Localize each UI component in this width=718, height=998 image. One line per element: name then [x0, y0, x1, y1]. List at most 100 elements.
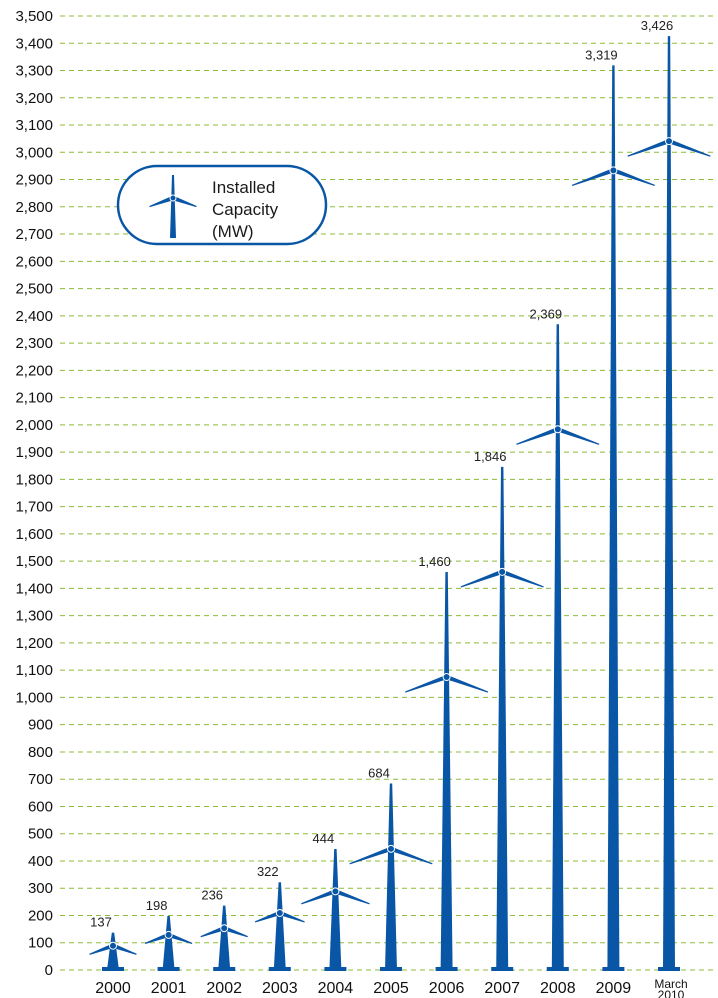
y-tick-label: 2,600 — [15, 253, 53, 270]
x-tick-label: 2009 — [596, 980, 632, 997]
y-tick-label: 3,300 — [15, 63, 53, 80]
turbine-blade — [557, 427, 600, 445]
turbine-blade — [390, 846, 433, 865]
y-tick-label: 1,200 — [15, 635, 53, 652]
turbine-blade — [172, 195, 197, 208]
value-label: 684 — [368, 766, 390, 781]
turbine-hub — [442, 673, 451, 682]
turbine-blade — [112, 943, 137, 955]
turbine-base — [213, 967, 236, 971]
turbine-bar — [349, 783, 433, 971]
turbine-base — [658, 967, 680, 971]
turbine-hub — [665, 137, 673, 146]
y-tick-label: 1,400 — [15, 580, 53, 597]
turbine-tower — [440, 572, 453, 970]
value-label: 236 — [201, 888, 223, 903]
turbine-hub — [553, 425, 562, 434]
turbine-blade — [571, 168, 615, 186]
turbine-blade — [445, 674, 489, 693]
turbine-blade — [349, 846, 392, 865]
turbine-hub — [164, 930, 173, 939]
y-tick-label: 1,800 — [15, 471, 53, 488]
turbine-blade — [501, 569, 544, 588]
y-tick-label: 500 — [28, 826, 53, 843]
value-label: 444 — [313, 831, 335, 846]
legend: Installed Capacity (MW) — [116, 164, 328, 246]
turbine-blade — [301, 889, 337, 905]
turbine-base — [380, 967, 402, 971]
turbine-hub — [220, 924, 229, 933]
y-tick-label: 1,300 — [15, 608, 53, 625]
y-tick-label: 2,000 — [15, 417, 53, 434]
y-tick-label: 3,100 — [15, 117, 53, 134]
turbine-tower — [496, 466, 509, 970]
turbine-hub — [109, 941, 117, 950]
value-label: 198 — [146, 898, 168, 913]
y-tick-label: 700 — [28, 771, 53, 788]
y-tick-label: 2,900 — [15, 172, 53, 189]
turbine-hub — [609, 166, 618, 175]
turbine-blade — [516, 427, 559, 445]
turbine-blade — [254, 910, 281, 923]
turbine-base — [157, 967, 180, 971]
legend-icon-hub — [169, 194, 177, 202]
turbine-tower — [107, 932, 119, 970]
turbine-blade — [149, 195, 174, 208]
turbine-bar — [405, 572, 489, 971]
y-tick-label: 1,600 — [15, 526, 53, 543]
x-axis: 2000 2001 2002 2003 2004 2005 2006 2007 2008 2009… — [95, 977, 687, 998]
y-tick-label: 1,000 — [15, 689, 53, 706]
y-tick-label: 1,900 — [15, 444, 53, 461]
y-tick-label: 0 — [45, 962, 53, 979]
turbine-hub — [387, 844, 395, 853]
turbine-bar — [254, 882, 305, 971]
value-label: 1,846 — [474, 449, 507, 464]
y-tick-label: 3,500 — [15, 8, 53, 25]
y-tick-label: 1,700 — [15, 499, 53, 516]
turbine-tower — [663, 36, 675, 970]
y-tick-label: 2,100 — [15, 390, 53, 407]
turbine-blade — [200, 926, 225, 938]
turbine-base — [491, 967, 514, 971]
y-tick-label: 3,200 — [15, 90, 53, 107]
turbine-hub — [331, 887, 340, 896]
x-tick-label: 2006 — [429, 980, 465, 997]
y-tick-label: 800 — [28, 744, 53, 761]
turbine-base — [268, 967, 291, 971]
turbine-base — [546, 967, 569, 971]
y-tick-label: 3,400 — [15, 35, 53, 52]
x-tick-label: 2010 — [658, 988, 685, 998]
turbine-blade — [405, 674, 448, 693]
y-tick-label: 2,800 — [15, 199, 53, 216]
x-tick-label: 2003 — [262, 980, 298, 997]
x-tick-label: 2005 — [373, 980, 409, 997]
turbine-tower — [385, 783, 397, 970]
y-tick-label: 100 — [28, 935, 53, 952]
value-label: 3,426 — [641, 18, 674, 33]
turbine-bars: 137 198 236 322 444 684 1,460 1,846 2,369 3,319 3,… — [89, 18, 711, 971]
turbine-bar — [200, 905, 248, 971]
y-tick-label: 3,000 — [15, 144, 53, 161]
y-tick-label: 900 — [28, 717, 53, 734]
turbine-base — [102, 967, 124, 971]
y-tick-label: 1,100 — [15, 662, 53, 679]
turbine-bar — [301, 848, 370, 971]
y-tick-label: 2,400 — [15, 308, 53, 325]
turbine-blade — [612, 168, 655, 186]
turbine-bar — [627, 36, 711, 971]
turbine-blade — [334, 889, 370, 905]
turbine-tower — [162, 916, 175, 970]
y-tick-label: 400 — [28, 853, 53, 870]
wind-turbine-icon — [149, 175, 197, 238]
turbine-blade — [279, 910, 305, 923]
legend-icon-tower — [170, 175, 176, 238]
turbine-bar — [144, 916, 193, 971]
y-axis: 0 100 200 300 400 500 600 700 800 900 1,000 1,100 1,… — [15, 8, 53, 979]
turbine-bar — [571, 65, 655, 971]
legend-box — [116, 164, 328, 246]
turbine-bar — [516, 324, 600, 971]
x-tick-label: 2000 — [95, 980, 131, 997]
y-tick-label: 300 — [28, 880, 53, 897]
